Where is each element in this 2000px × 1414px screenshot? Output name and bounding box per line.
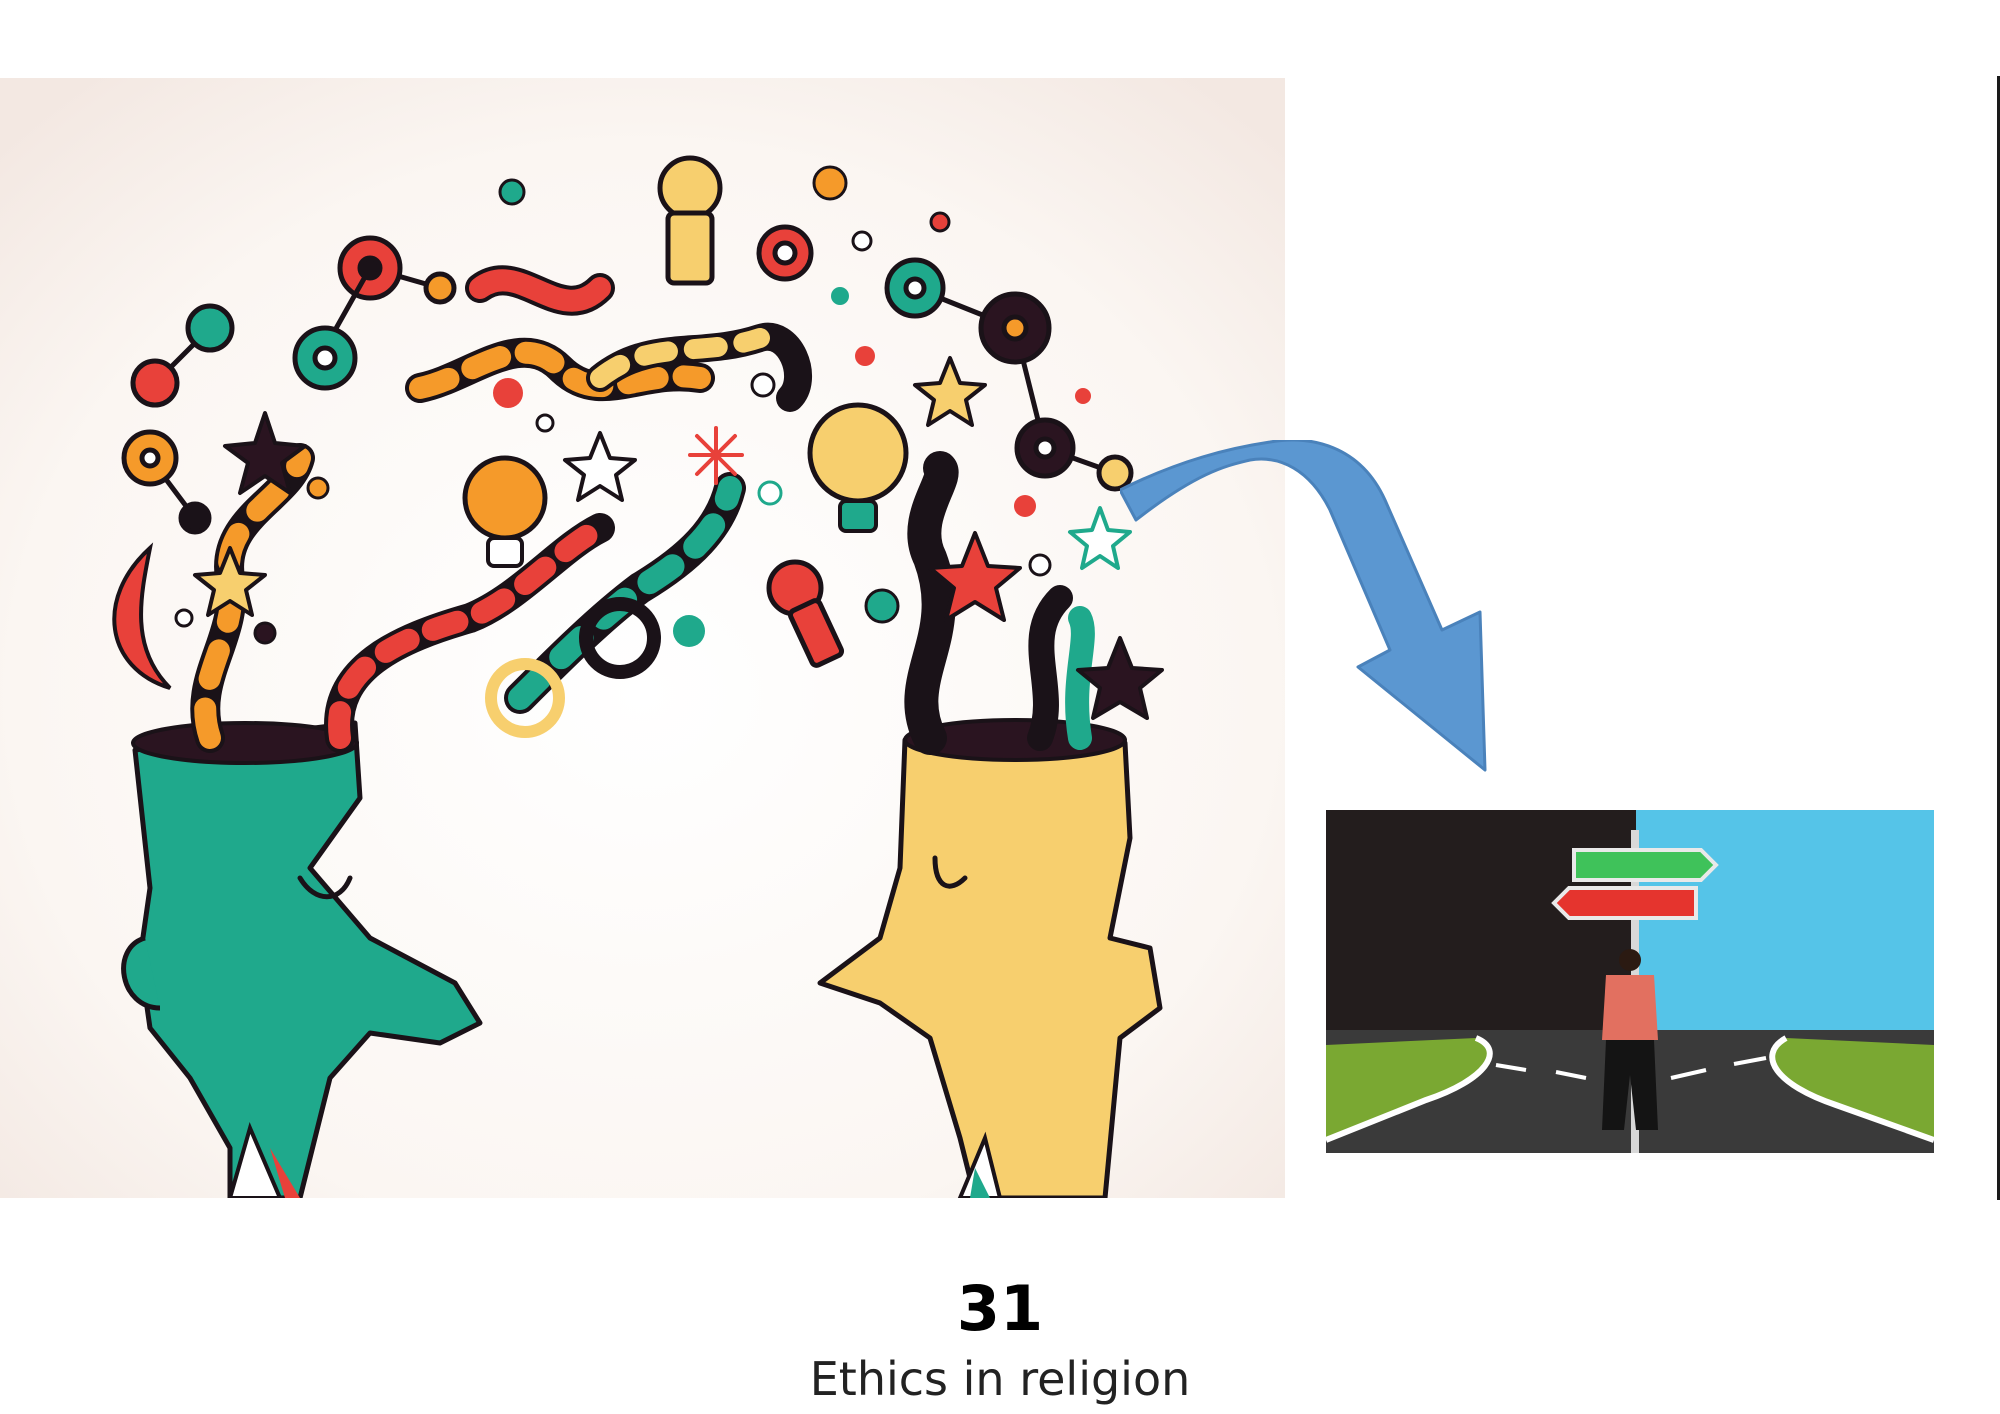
sign-left-red [1551,886,1698,920]
screw-icon-top [657,155,723,286]
grass-right [1772,1038,1934,1140]
yellow-head [817,718,1163,1198]
dark-sky [1326,810,1636,1050]
person-figure [1602,949,1658,1130]
page-edge-rule [1997,76,2000,1200]
bright-sky [1636,810,1934,1050]
grass-left [1326,1038,1490,1140]
molecule-icons [121,235,1134,535]
crossroads-signpost-illustration [1326,810,1934,1153]
ring-icons [485,224,814,738]
road-markings [1495,1056,1767,1080]
drop-icon [112,542,172,690]
confetti-dots [174,165,1091,647]
bulb-icon-right [807,402,909,533]
screw-icon-middle [766,559,845,668]
green-head [121,720,483,1198]
bulb-icon-left [462,455,548,568]
spark-icon [688,426,744,485]
page-number: 31 [956,1272,1044,1345]
sharing-ideas-heads-illustration [0,78,1285,1198]
curved-arrow-down-right-icon [1120,440,1487,772]
sign-right-green [1572,848,1719,882]
page-caption: Ethics in religion [809,1352,1191,1406]
star-icons [193,356,1164,720]
